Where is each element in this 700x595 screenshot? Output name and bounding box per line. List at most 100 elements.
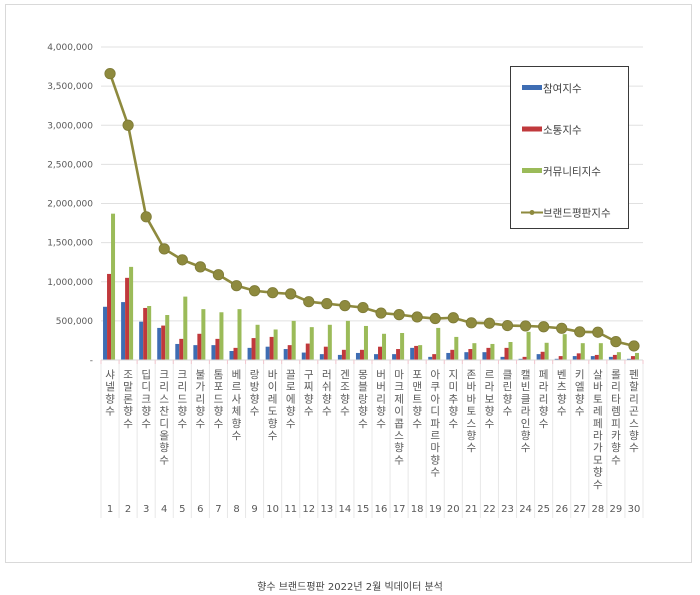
category-label-char: 향 <box>123 406 133 418</box>
rank-number: 22 <box>483 504 496 515</box>
bar-community <box>562 334 567 360</box>
category-label-char: 수 <box>304 406 314 418</box>
rank-number: 27 <box>573 504 586 515</box>
bar-communication <box>179 338 184 360</box>
category-label-char: 수 <box>358 418 368 430</box>
y-tick-label: 1,500,000 <box>47 239 93 249</box>
category-label-char: 향 <box>629 430 639 442</box>
category-label-char: 수 <box>159 454 169 466</box>
category-label-char: 향 <box>485 406 495 418</box>
rank-number: 24 <box>519 504 532 515</box>
category-label-char: 엘 <box>575 380 585 393</box>
category-label-char: 넬 <box>105 381 115 393</box>
category-label-char: 타 <box>611 393 621 405</box>
category-label-char: 리 <box>177 381 187 393</box>
bar-participation <box>500 356 505 360</box>
rank-number: 6 <box>197 504 203 515</box>
bar-participation <box>247 347 252 360</box>
category-label-char: 쿠 <box>430 381 440 393</box>
bar-participation <box>626 358 631 360</box>
category-label-char: 버 <box>376 369 386 381</box>
bar-communication <box>504 347 509 360</box>
line-marker <box>122 119 134 131</box>
bar-community <box>237 309 242 360</box>
line-marker <box>375 307 387 319</box>
category-label-char: 향 <box>467 430 477 442</box>
category-label-char: 라 <box>485 381 495 393</box>
category-label-char: 베 <box>232 369 242 381</box>
rank-number: 30 <box>628 504 641 515</box>
category-label-char: 크 <box>394 381 404 393</box>
category-label-char: 수 <box>376 418 386 430</box>
category-label-char: 가 <box>593 442 603 454</box>
y-tick-label: - <box>90 356 93 366</box>
category-label-char: 수 <box>503 406 513 418</box>
bar-community <box>400 333 405 360</box>
category-label-char: 향 <box>448 406 458 418</box>
bar-participation <box>392 354 397 360</box>
bar-communication <box>125 277 130 360</box>
category-label-char: 가 <box>196 381 206 393</box>
rank-number: 16 <box>375 504 388 515</box>
line-marker <box>285 288 297 300</box>
category-label-char: 향 <box>593 467 603 479</box>
rank-number: 14 <box>339 504 352 515</box>
bar-participation <box>554 358 559 360</box>
category-label-char: 바 <box>268 369 278 381</box>
category-label-char: 클 <box>521 393 531 405</box>
category-label-char: 지 <box>448 369 458 381</box>
category-label-char: 존 <box>467 369 477 381</box>
bar-participation <box>428 356 433 360</box>
y-tick-label: 4,000,000 <box>47 43 93 53</box>
bar-community <box>418 345 423 360</box>
legend-swatch <box>522 85 542 90</box>
rank-number: 4 <box>161 504 167 515</box>
line-marker <box>194 261 206 273</box>
category-label-char: 리 <box>629 393 639 405</box>
bar-communication <box>269 336 274 360</box>
line-marker <box>483 317 496 329</box>
category-label-char: 토 <box>467 406 477 418</box>
category-label-char: 이 <box>394 406 404 418</box>
bar-communication <box>107 273 112 360</box>
rank-number: 21 <box>465 504 478 515</box>
category-label-char: 향 <box>159 442 169 454</box>
legend-label: 참여지수 <box>543 83 582 95</box>
rank-number: 28 <box>591 504 604 515</box>
category-label-char: 에 <box>286 393 296 405</box>
category-label-char: 르 <box>430 430 440 442</box>
category-label-char: 미 <box>448 381 458 393</box>
legend-box <box>510 66 629 229</box>
category-label-char: 향 <box>214 406 224 418</box>
bar-community <box>129 266 134 360</box>
line-marker <box>158 243 170 255</box>
category-label-char: 향 <box>557 393 567 405</box>
bar-participation <box>211 345 216 360</box>
category-label-char: 스 <box>629 418 639 430</box>
line-marker <box>230 280 243 292</box>
bar-communication <box>396 349 401 360</box>
category-label-char: 살 <box>593 369 603 381</box>
line-marker <box>140 211 152 223</box>
bar-communication <box>215 338 220 360</box>
bar-community <box>219 312 224 360</box>
category-label-char: 추 <box>448 393 458 405</box>
category-label-char: 수 <box>123 418 133 430</box>
category-label-char: 딥 <box>141 369 151 381</box>
category-label-char: 몽 <box>358 369 368 381</box>
bar-community <box>508 342 513 360</box>
bar-participation <box>319 354 324 360</box>
category-label-char: 향 <box>358 406 368 418</box>
category-label-char: 샤 <box>105 369 115 381</box>
bar-community <box>382 333 387 360</box>
category-label-char: 제 <box>394 393 404 405</box>
